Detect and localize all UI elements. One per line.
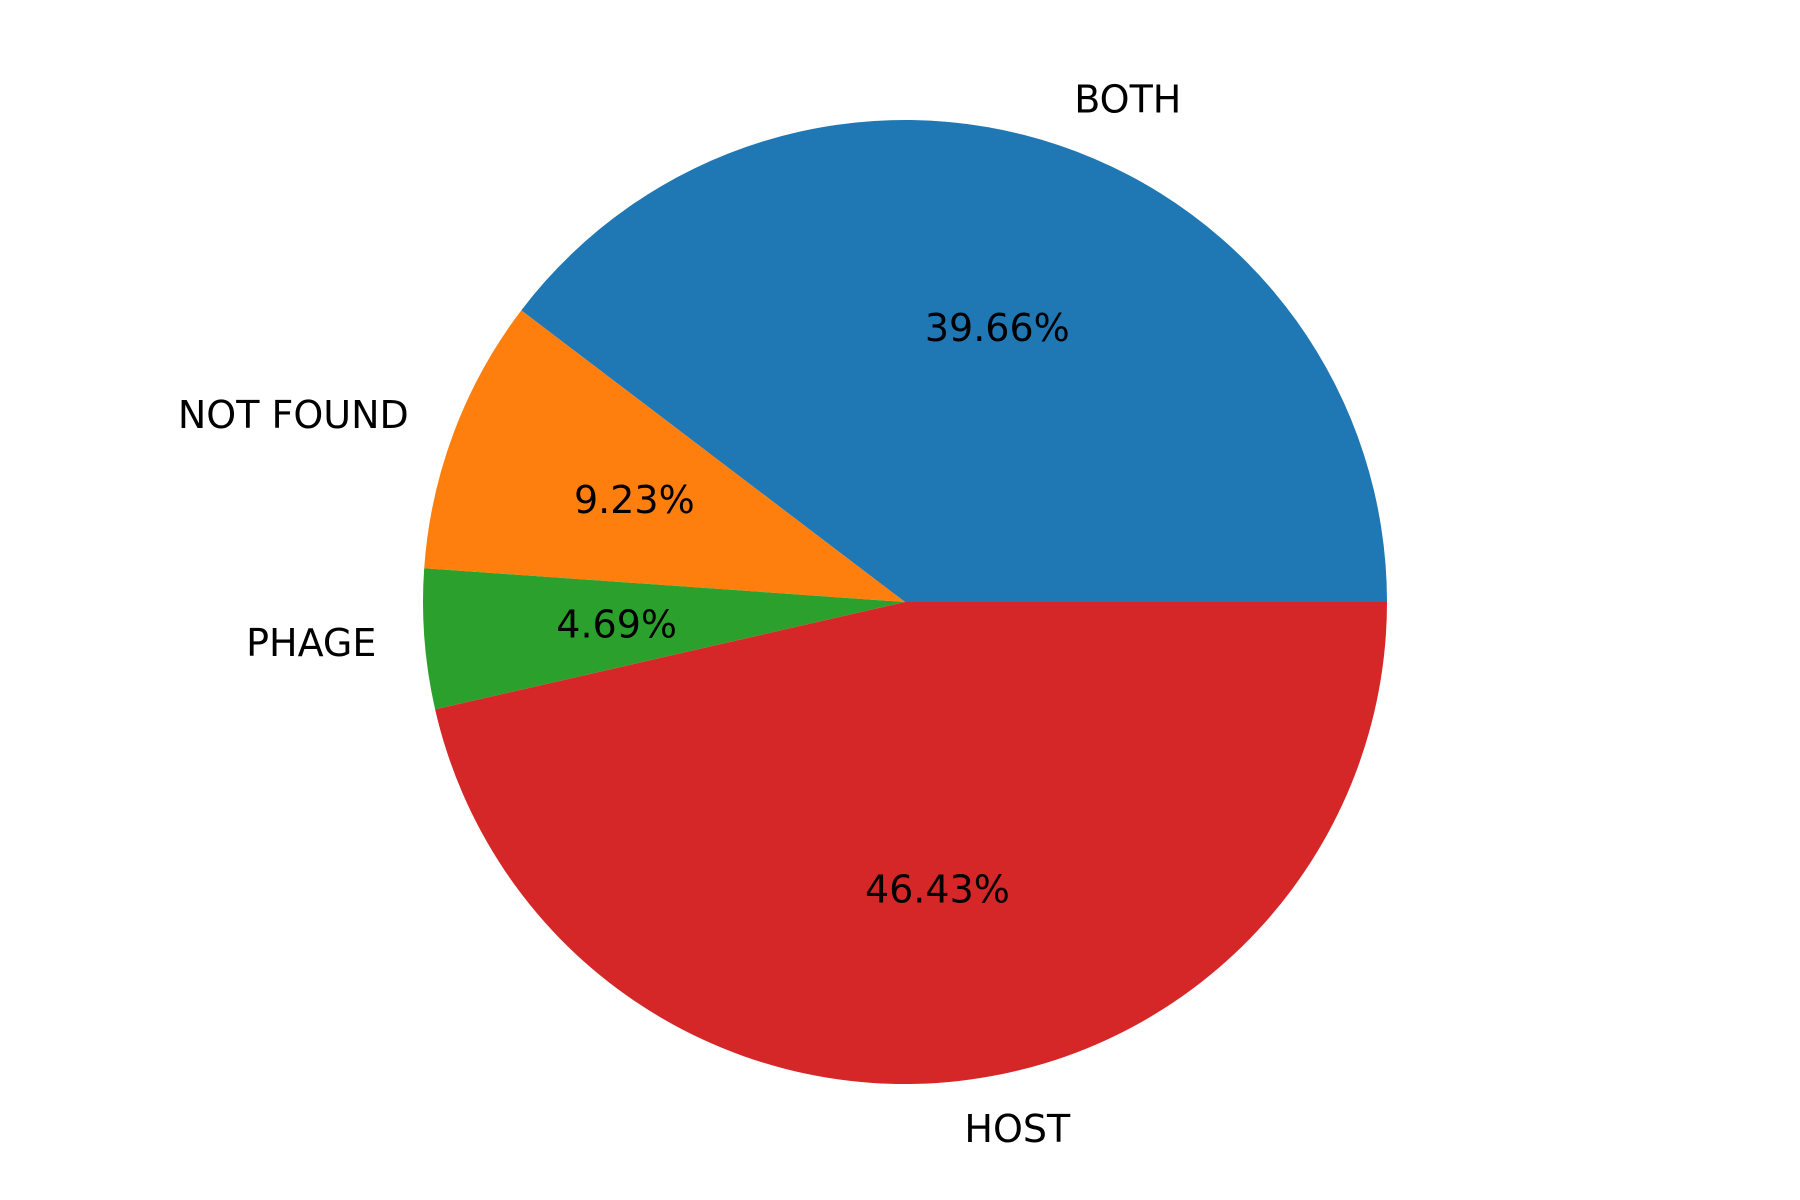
slice-label-phage: PHAGE xyxy=(246,621,376,665)
slice-percent-host: 46.43% xyxy=(865,867,1010,911)
pie-slice-both xyxy=(521,119,1387,602)
pie-slice-phage xyxy=(423,568,905,710)
slice-label-both: BOTH xyxy=(1074,78,1181,122)
pie-slice-host xyxy=(435,602,1387,1085)
pie-slice-not-found xyxy=(424,310,905,602)
pie-slices xyxy=(423,119,1387,1085)
slice-percent-both: 39.66% xyxy=(925,306,1070,350)
slice-percent-not-found: 9.23% xyxy=(574,478,695,522)
slice-label-not-found: NOT FOUND xyxy=(178,393,409,437)
slice-percent-phage: 4.69% xyxy=(556,602,677,646)
slice-label-host: HOST xyxy=(964,1107,1071,1151)
pie-labels: BOTH 39.66% NOT FOUND 9.23% PHAGE 4.69% HOST 46… xyxy=(178,78,1182,1151)
